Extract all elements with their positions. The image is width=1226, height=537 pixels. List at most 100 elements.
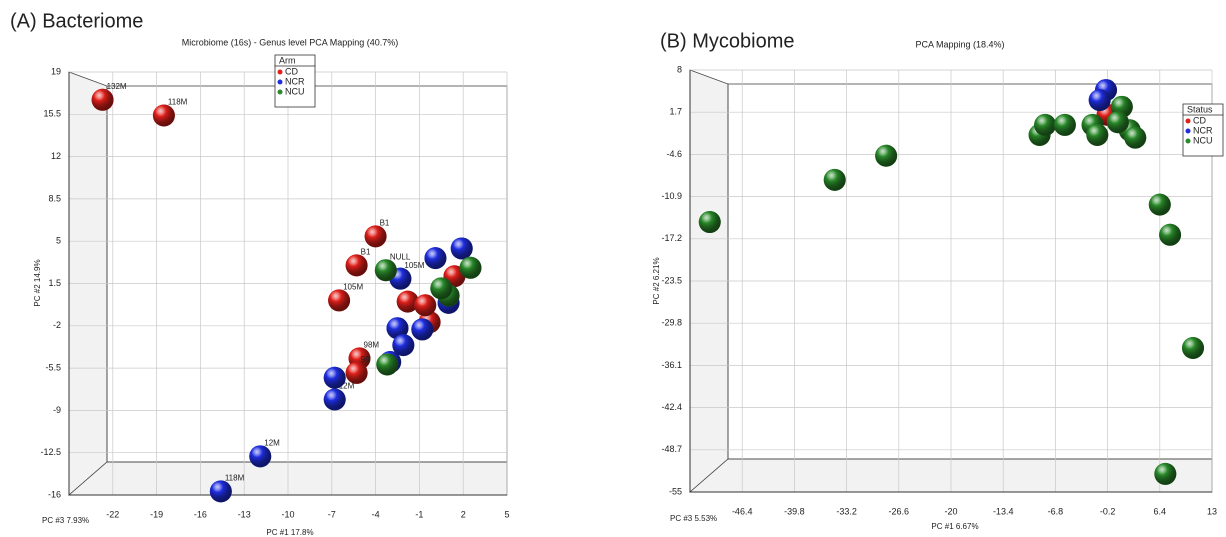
sphere (328, 289, 351, 312)
point (396, 290, 419, 313)
point-label: 98M (364, 341, 380, 350)
x-tick-label: -7 (328, 509, 336, 519)
y-tick-label: -9 (53, 405, 61, 415)
sphere (376, 353, 399, 376)
legend-marker (277, 69, 283, 75)
point-label: 12M (264, 438, 280, 447)
sphere (374, 259, 397, 282)
y-tick-label: -4.6 (666, 149, 682, 159)
point-label: 118M (168, 98, 188, 107)
sphere (875, 144, 898, 167)
sphere (345, 254, 368, 277)
sphere (364, 225, 387, 248)
legend-marker (277, 79, 283, 85)
sphere (1159, 223, 1182, 246)
chart-title: Microbiome (16s) - Genus level PCA Mappi… (182, 37, 399, 47)
point (323, 388, 346, 411)
point (152, 104, 175, 127)
point (374, 259, 397, 282)
point (1124, 126, 1147, 149)
x-tick-label: -26.6 (889, 506, 910, 516)
point (875, 144, 898, 167)
point-label: 118M (225, 473, 245, 482)
legend-title: Status (1187, 104, 1213, 114)
sphere (386, 317, 409, 340)
x-tick-label: -13 (238, 509, 251, 519)
x-tick-label: -22 (106, 509, 119, 519)
panel-label: (A) Bacteriome (10, 10, 143, 32)
legend-label: NCR (1193, 125, 1213, 135)
point (823, 168, 846, 191)
sphere (396, 290, 419, 313)
point (411, 318, 434, 341)
x-tick-label: -4 (372, 509, 380, 519)
y-tick-label: -2 (53, 320, 61, 330)
sphere (1154, 462, 1177, 485)
point (1148, 193, 1171, 216)
sphere (424, 247, 447, 270)
y-axis-label: PC #2 14.9% (33, 259, 42, 306)
legend-label: NCR (285, 76, 305, 86)
point-label: 132M (107, 82, 127, 91)
legend-title-box (1182, 103, 1224, 116)
x-tick-label: -20 (944, 506, 957, 516)
y-tick-label: 12 (51, 151, 61, 161)
point (1034, 113, 1057, 136)
point (1088, 89, 1111, 112)
z-axis-label: PC #3 5.53% (670, 514, 717, 523)
y-tick-label: -42.4 (661, 402, 682, 412)
y-tick-label: -5.5 (45, 362, 61, 372)
point (364, 225, 387, 248)
point (1182, 336, 1205, 359)
point-label: 12M (339, 382, 355, 391)
point (249, 445, 272, 468)
sphere (249, 445, 272, 468)
y-tick-label: 1.7 (669, 107, 682, 117)
point-label: B1 (361, 247, 371, 256)
sphere (1088, 89, 1111, 112)
point (345, 361, 368, 384)
y-tick-label: 19 (51, 66, 61, 76)
sphere (1086, 123, 1109, 146)
y-axis-label: PC #2 6.21% (652, 257, 661, 304)
legend-label: NCU (285, 86, 305, 96)
y-tick-label: -12.5 (40, 447, 61, 457)
y-tick-label: 5 (56, 236, 61, 246)
x-tick-label: -39.8 (784, 506, 805, 516)
x-axis-label: PC #1 6.67% (931, 522, 978, 531)
y-tick-label: 1.5 (48, 278, 61, 288)
y-tick-label: 15.5 (43, 109, 61, 119)
point (430, 277, 453, 300)
point (209, 480, 232, 503)
point (1154, 462, 1177, 485)
point (386, 317, 409, 340)
panel-label: (B) Mycobiome (660, 30, 794, 52)
x-tick-label: 13 (1207, 506, 1217, 516)
point (376, 353, 399, 376)
y-tick-label: -17.2 (661, 233, 682, 243)
sphere (345, 361, 368, 384)
point (450, 237, 473, 260)
legend-marker (1185, 138, 1191, 144)
x-tick-label: -0.2 (1100, 506, 1116, 516)
legend-marker (1185, 128, 1191, 134)
point (345, 254, 368, 277)
x-tick-label: -13.4 (993, 506, 1014, 516)
point-label: 98 (361, 355, 370, 364)
legend-marker (277, 89, 283, 95)
x-tick-label: -10 (281, 509, 294, 519)
sphere (1034, 113, 1057, 136)
sphere (1124, 126, 1147, 149)
x-tick-label: -46.4 (732, 506, 753, 516)
chart-title: PCA Mapping (18.4%) (915, 39, 1004, 49)
y-tick-label: -23.5 (661, 275, 682, 285)
point (1053, 113, 1076, 136)
sphere (209, 480, 232, 503)
legend-title-box (274, 54, 316, 67)
y-tick-label: 8 (677, 64, 682, 74)
point (1159, 223, 1182, 246)
point (323, 366, 346, 389)
x-tick-label: -33.2 (836, 506, 857, 516)
